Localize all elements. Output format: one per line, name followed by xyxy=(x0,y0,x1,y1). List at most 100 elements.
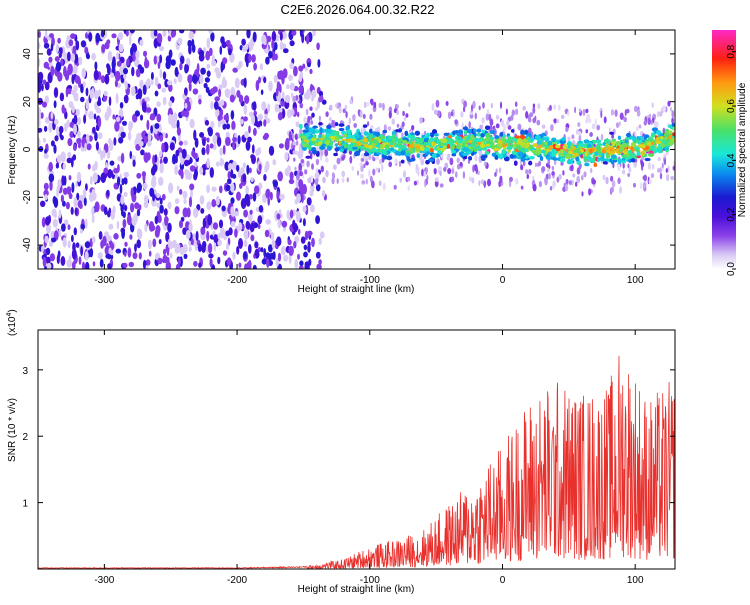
noise-cell xyxy=(263,119,267,127)
halo-cell xyxy=(478,180,481,187)
halo-cell xyxy=(600,133,604,141)
noise-cell xyxy=(182,190,188,200)
signal-cell xyxy=(414,145,421,149)
noise-cell xyxy=(150,72,154,81)
signal-cell xyxy=(386,155,393,161)
noise-cell xyxy=(61,223,66,232)
noise-cell xyxy=(218,219,224,229)
noise-cell xyxy=(210,101,214,110)
noise-cell xyxy=(79,202,83,209)
signal-cell xyxy=(621,142,628,148)
halo-cell xyxy=(468,176,473,182)
halo-cell xyxy=(643,120,647,126)
noise-cell xyxy=(141,131,146,139)
signal-cell xyxy=(552,157,558,161)
halo-cell xyxy=(378,102,383,108)
halo-cell xyxy=(349,155,353,164)
noise-cell xyxy=(111,59,116,70)
noise-cell xyxy=(238,94,244,104)
noise-cell xyxy=(94,131,98,142)
halo-cell xyxy=(450,111,454,117)
noise-cell xyxy=(137,88,143,100)
signal-cell xyxy=(605,154,611,159)
noise-cell xyxy=(108,223,114,230)
noise-cell xyxy=(192,233,197,241)
noise-cell xyxy=(152,238,157,248)
noise-cell xyxy=(179,246,185,256)
signal-cell xyxy=(400,159,405,164)
signal-cell xyxy=(597,146,602,152)
noise-cell xyxy=(275,258,280,267)
noise-cell xyxy=(69,121,75,128)
noise-cell xyxy=(222,76,226,87)
x-tick-label: -200 xyxy=(227,575,247,586)
halo-cell xyxy=(480,179,485,185)
halo-cell xyxy=(449,157,454,166)
halo-cell xyxy=(360,165,364,173)
noise-cell xyxy=(225,123,231,130)
noise-cell xyxy=(227,171,231,180)
x-tick-label: 100 xyxy=(627,275,644,286)
noise-cell xyxy=(134,60,139,67)
noise-cell xyxy=(221,205,226,212)
signal-cell xyxy=(397,138,401,144)
halo-cell xyxy=(522,106,526,111)
noise-cell xyxy=(38,127,43,133)
colorbar-tick-label: 0.6 xyxy=(726,99,737,113)
signal-cell xyxy=(499,132,504,137)
signal-cell xyxy=(672,132,675,137)
halo-cell xyxy=(315,168,319,175)
signal-cell xyxy=(497,139,503,144)
signal-cell xyxy=(430,132,435,138)
noise-cell xyxy=(78,56,83,66)
noise-cell xyxy=(123,204,128,212)
noise-cell xyxy=(293,65,298,77)
noise-cell xyxy=(217,136,222,147)
noise-cell xyxy=(277,171,284,182)
noise-cell xyxy=(175,149,180,157)
noise-cell xyxy=(254,241,259,249)
noise-cell xyxy=(165,261,171,269)
noise-cell xyxy=(207,127,212,133)
noise-cell xyxy=(85,183,88,192)
signal-cell xyxy=(575,156,580,162)
noise-cell xyxy=(135,50,140,60)
halo-cell xyxy=(662,105,666,113)
signal-cell xyxy=(473,128,477,134)
signal-cell xyxy=(480,143,486,148)
noise-cell xyxy=(314,172,320,179)
noise-cell xyxy=(285,84,290,90)
noise-cell xyxy=(95,107,102,114)
signal-cell xyxy=(443,132,449,136)
noise-cell xyxy=(276,236,282,247)
noise-cell xyxy=(75,108,80,117)
halo-cell xyxy=(310,175,314,184)
noise-cell xyxy=(251,54,256,63)
noise-cell xyxy=(44,81,50,91)
noise-cell xyxy=(114,79,118,88)
noise-cell xyxy=(58,228,62,237)
signal-cell xyxy=(628,135,635,140)
halo-cell xyxy=(463,100,467,108)
noise-cell xyxy=(66,186,72,195)
signal-cell xyxy=(546,156,551,160)
halo-cell xyxy=(527,114,531,120)
noise-cell xyxy=(57,180,61,189)
noise-cell xyxy=(173,78,177,84)
noise-cell xyxy=(73,114,78,125)
noise-cell xyxy=(172,153,177,165)
halo-cell xyxy=(636,109,641,117)
signal-cell xyxy=(491,152,497,157)
halo-cell xyxy=(408,101,411,108)
halo-cell xyxy=(434,177,439,182)
noise-cell xyxy=(80,246,83,257)
noise-cell xyxy=(43,189,49,197)
noise-cell xyxy=(110,209,116,220)
signal-cell xyxy=(423,137,429,143)
noise-cell xyxy=(98,89,101,97)
signal-cell xyxy=(592,154,596,159)
noise-cell xyxy=(289,171,294,181)
noise-cell xyxy=(298,65,304,72)
noise-cell xyxy=(74,207,78,216)
signal-cell xyxy=(457,139,463,144)
